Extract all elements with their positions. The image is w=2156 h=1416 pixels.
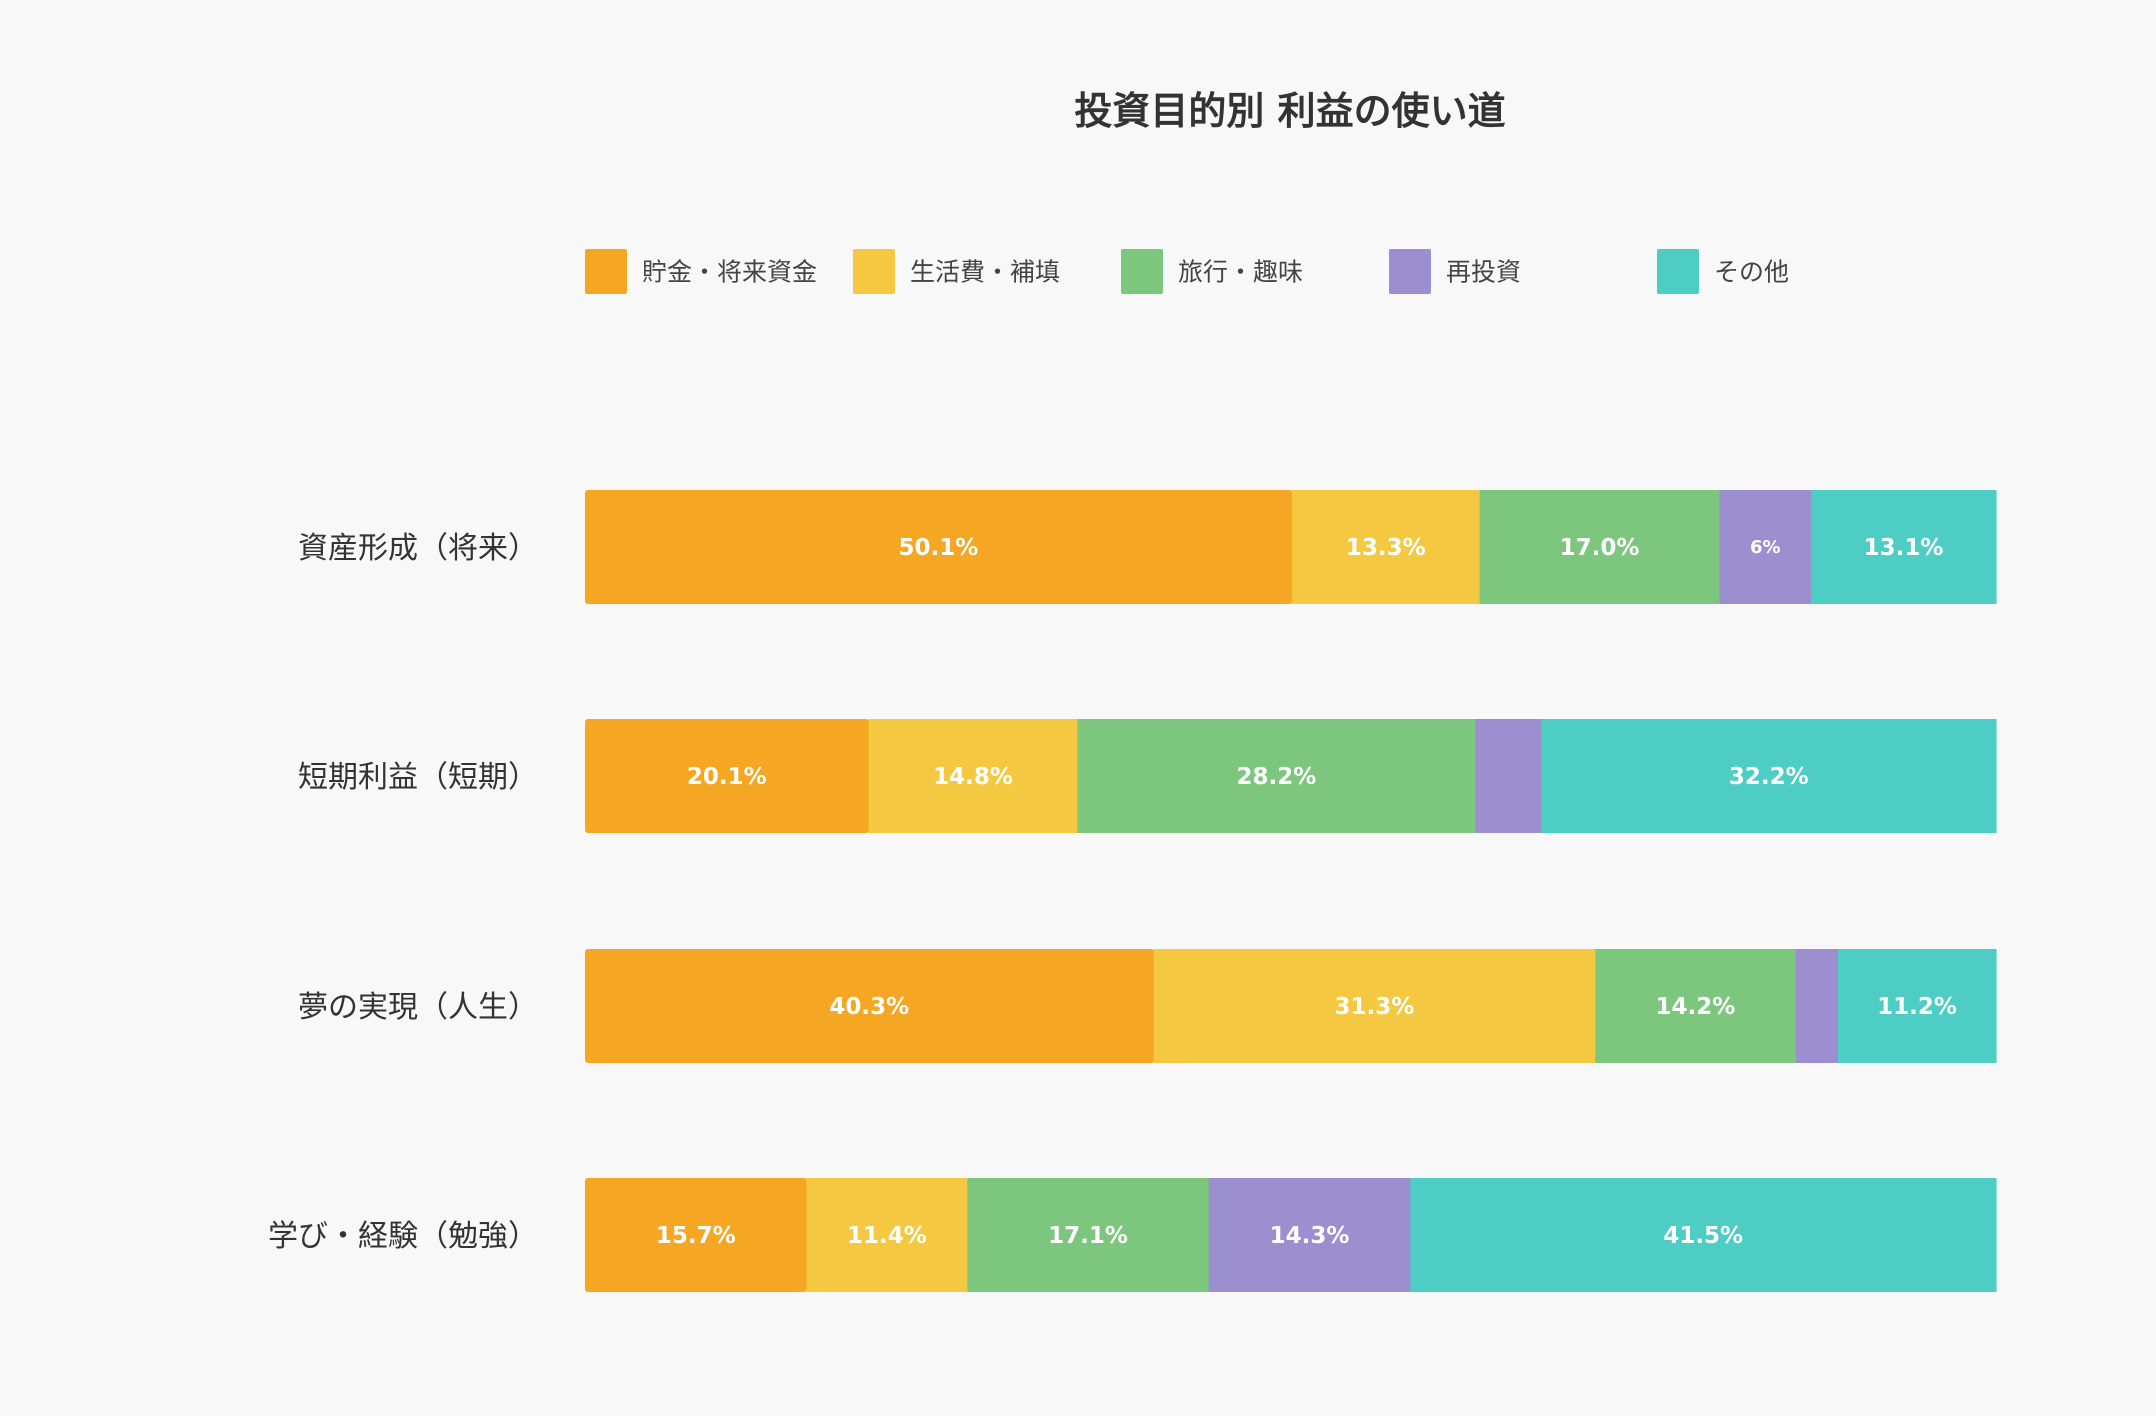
legend-item: 再投資 [1389, 249, 1521, 294]
data-label: 15.7% [656, 1223, 736, 1249]
legend-label: 旅行・趣味 [1178, 258, 1303, 287]
data-label: 6% [1750, 537, 1781, 558]
bars [585, 490, 1997, 1292]
data-label: 11.2% [1877, 994, 1957, 1020]
bar-segment [1541, 719, 1997, 833]
bar-segment [1837, 949, 1997, 1063]
data-label: 11.4% [847, 1223, 927, 1249]
data-label: 40.3% [829, 994, 909, 1020]
legend: 貯金・将来資金 生活費・補填 旅行・趣味 再投資 その他 [585, 249, 1789, 294]
legend-swatch [585, 249, 627, 294]
category-labels: 資産形成（将来） 短期利益（短期） 夢の実現（人生） 学び・経験（勉強） [268, 531, 538, 1254]
legend-label: 貯金・将来資金 [642, 258, 817, 287]
legend-item: 旅行・趣味 [1121, 249, 1303, 294]
legend-item: 生活費・補填 [853, 249, 1060, 294]
data-label: 28.2% [1236, 764, 1316, 790]
bar-segment [1719, 490, 1812, 604]
category-label: 短期利益（短期） [298, 760, 538, 795]
legend-swatch [1121, 249, 1163, 294]
bar-segment [967, 1178, 1210, 1292]
chart-title: 投資目的別 利益の使い道 [1074, 89, 1505, 133]
bar-segment [1153, 949, 1596, 1063]
bar-segment [806, 1178, 968, 1292]
bar-segment [585, 949, 1155, 1063]
data-label: 20.1% [687, 764, 767, 790]
data-label: 41.5% [1663, 1223, 1743, 1249]
bar-segment [585, 1178, 808, 1292]
legend-item: 貯金・将来資金 [585, 249, 817, 294]
bar-segment [1595, 949, 1797, 1063]
bar-segment [868, 719, 1079, 833]
data-label: 32.2% [1729, 764, 1809, 790]
legend-label: その他 [1714, 258, 1789, 287]
bar-segment [585, 719, 870, 833]
value-labels: 50.1% 13.3% 17.0% 6% 13.1% 20.1% 14.8% 28.2% 32.… [656, 535, 1957, 1249]
bar-segment [585, 490, 1293, 604]
legend-item: その他 [1657, 249, 1789, 294]
bar-segment [1410, 1178, 1997, 1292]
data-label: 14.8% [933, 764, 1013, 790]
bar-segment [1479, 490, 1721, 604]
data-label: 17.1% [1048, 1223, 1128, 1249]
bar-segment [1475, 719, 1543, 833]
data-label: 13.1% [1864, 535, 1944, 561]
legend-swatch [853, 249, 895, 294]
bar-segment [1208, 1178, 1412, 1292]
legend-swatch [1389, 249, 1431, 294]
data-label: 50.1% [899, 535, 979, 561]
category-label: 夢の実現（人生） [298, 990, 538, 1025]
bar-segment [1811, 490, 1997, 604]
bar-segment [1077, 719, 1476, 833]
category-label: 資産形成（将来） [298, 531, 538, 566]
data-label: 31.3% [1335, 994, 1415, 1020]
legend-label: 生活費・補填 [910, 258, 1060, 287]
data-label: 14.3% [1270, 1223, 1350, 1249]
bar-segment [1291, 490, 1481, 604]
legend-label: 再投資 [1446, 258, 1521, 287]
data-label: 13.3% [1346, 535, 1426, 561]
data-label: 14.2% [1656, 994, 1736, 1020]
bar-segment [1795, 949, 1839, 1063]
legend-swatch [1657, 249, 1699, 294]
data-label: 17.0% [1560, 535, 1640, 561]
category-label: 学び・経験（勉強） [268, 1219, 538, 1254]
